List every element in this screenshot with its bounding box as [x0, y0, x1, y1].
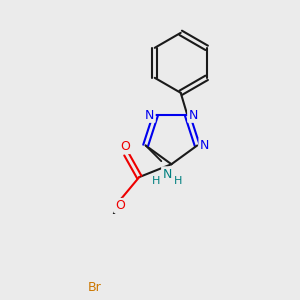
- Text: N: N: [162, 167, 172, 181]
- Text: O: O: [120, 140, 130, 153]
- Text: N: N: [145, 109, 154, 122]
- Text: H: H: [152, 176, 160, 186]
- Text: N: N: [188, 109, 198, 122]
- Text: O: O: [115, 199, 125, 212]
- Text: H: H: [174, 176, 183, 186]
- Text: N: N: [200, 139, 209, 152]
- Text: Br: Br: [88, 281, 101, 294]
